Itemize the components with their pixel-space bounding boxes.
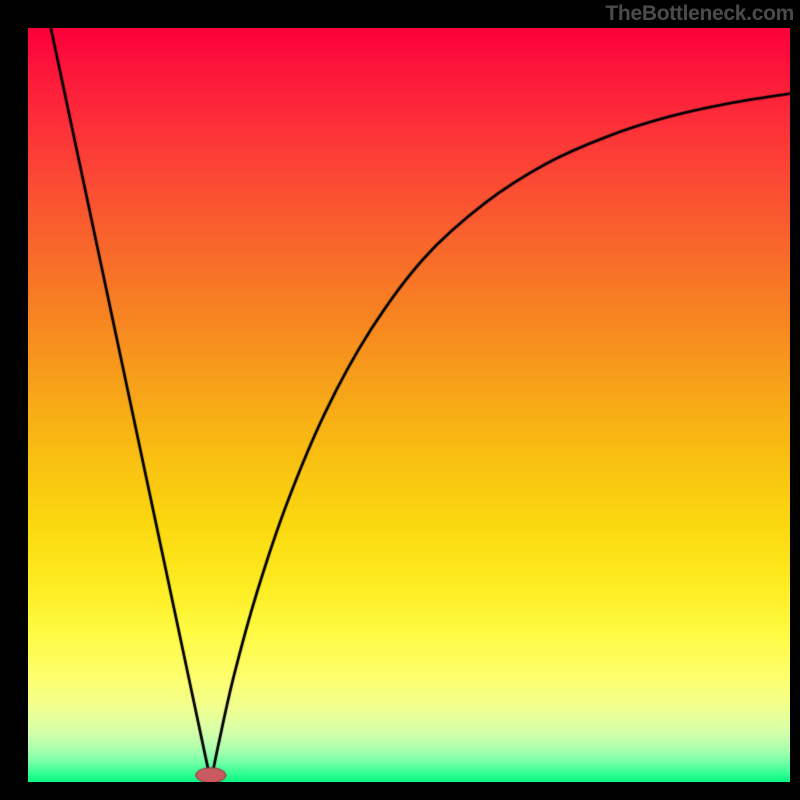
bottleneck-curve-chart bbox=[28, 28, 790, 782]
watermark-text: TheBottleneck.com bbox=[605, 2, 794, 26]
plot-area bbox=[28, 28, 790, 782]
chart-frame: TheBottleneck.com bbox=[0, 0, 800, 800]
